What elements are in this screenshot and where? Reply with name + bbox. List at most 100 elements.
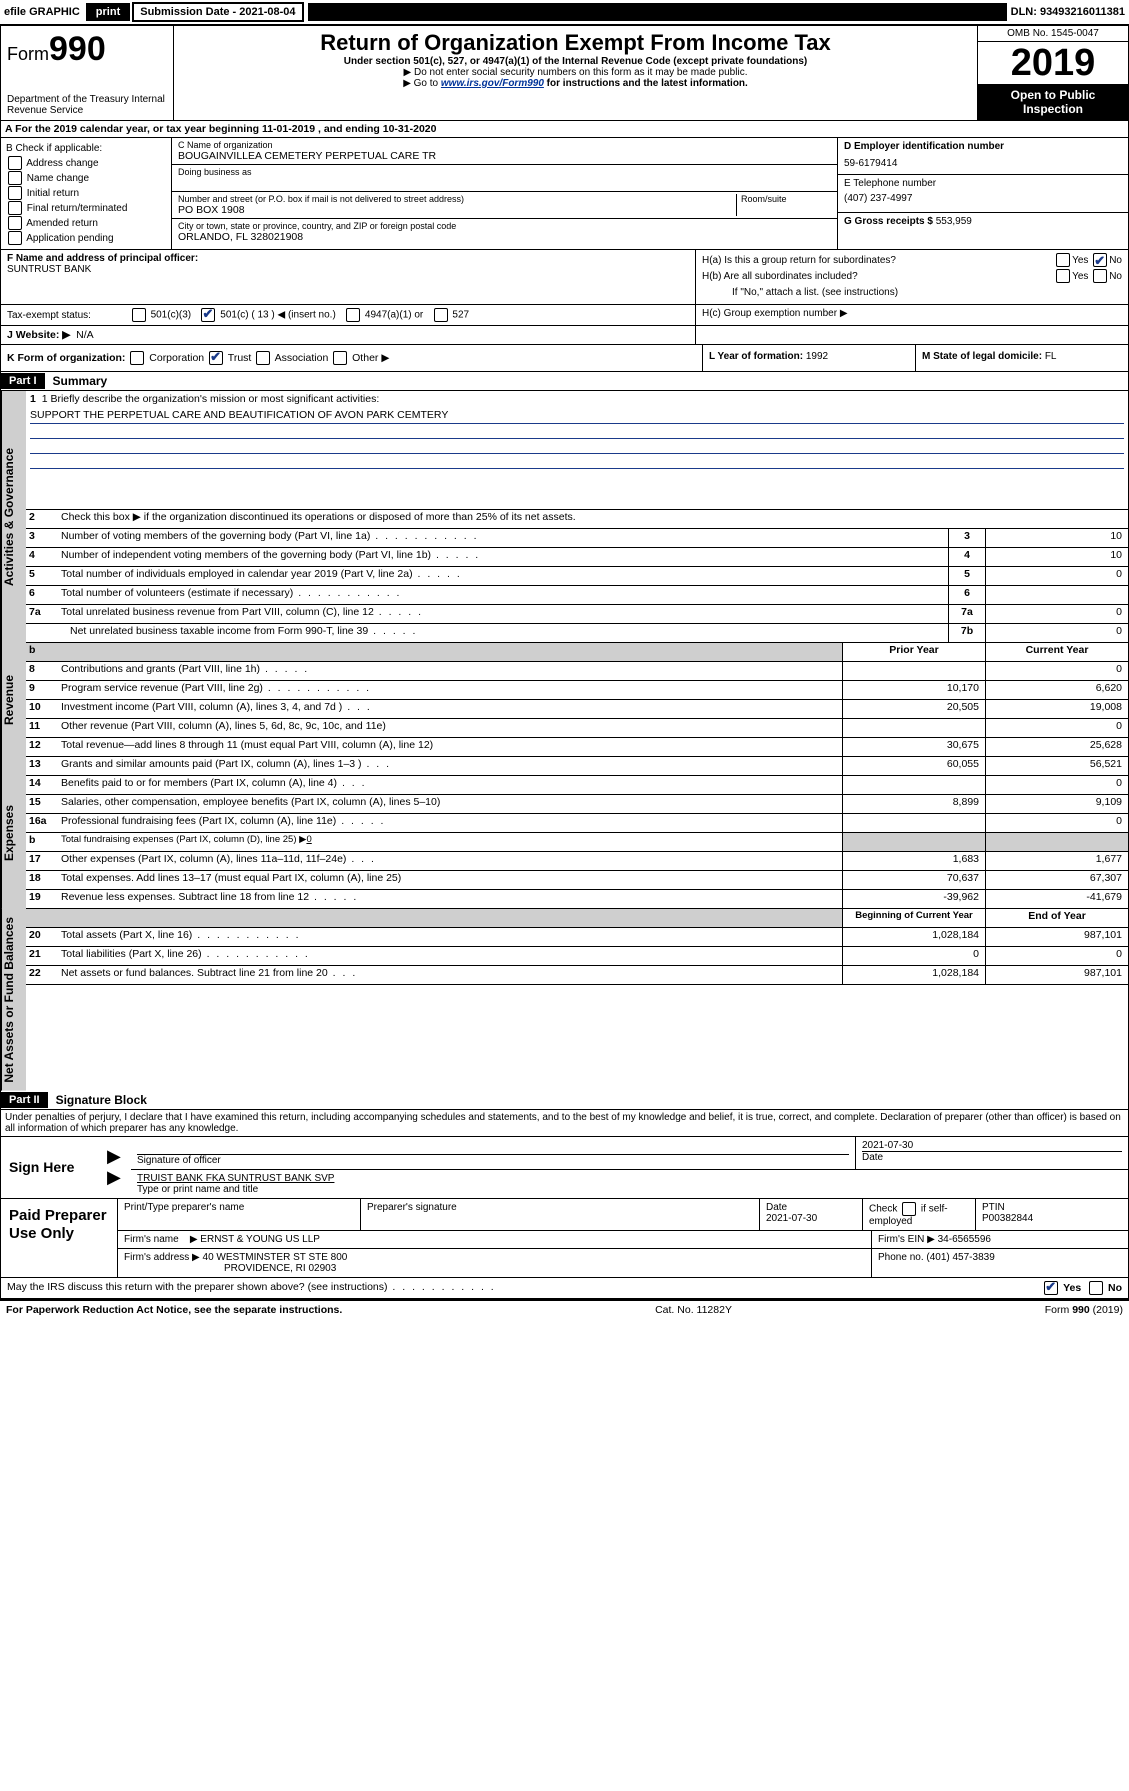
- revenue-section: Revenue b Prior Year Current Year 8Contr…: [0, 643, 1129, 757]
- cb-self-employed[interactable]: [902, 1202, 916, 1216]
- part-1-header: Part I Summary: [0, 372, 1129, 391]
- sign-arrow-icon: ▶▶: [107, 1137, 131, 1198]
- line-14-curr: 0: [985, 776, 1128, 794]
- line-4-val: 10: [985, 548, 1128, 566]
- sign-here-label: Sign Here: [1, 1137, 107, 1198]
- cb-4947[interactable]: [346, 308, 360, 322]
- line-12-curr: 25,628: [985, 738, 1128, 756]
- cb-hb-no[interactable]: [1093, 269, 1107, 283]
- line-21-curr: 0: [985, 947, 1128, 965]
- top-bar: efile GRAPHIC print Submission Date - 20…: [0, 0, 1129, 25]
- tab-expenses: Expenses: [1, 757, 26, 909]
- line-11-prior: [842, 719, 985, 737]
- cb-assoc[interactable]: [256, 351, 270, 365]
- line-17-desc: Other expenses (Part IX, column (A), lin…: [58, 852, 842, 870]
- paid-preparer-label: Paid Preparer Use Only: [1, 1199, 118, 1277]
- print-name-header: Print/Type preparer's name: [118, 1199, 361, 1230]
- ptin-cell: PTINP00382844: [976, 1199, 1128, 1230]
- line-13-curr: 56,521: [985, 757, 1128, 775]
- line-11-desc: Other revenue (Part VIII, column (A), li…: [58, 719, 842, 737]
- line-14-prior: [842, 776, 985, 794]
- ein-label: D Employer identification number: [844, 141, 1122, 152]
- tab-net-assets: Net Assets or Fund Balances: [1, 909, 26, 1091]
- hb-row: H(b) Are all subordinates included? Yes …: [702, 269, 1122, 285]
- dba-label: Doing business as: [178, 167, 831, 177]
- cb-501c[interactable]: [201, 308, 215, 322]
- cb-ha-no[interactable]: [1093, 253, 1107, 267]
- cb-address-change[interactable]: [8, 156, 22, 170]
- tax-year: 2019: [978, 42, 1128, 84]
- line-5-desc: Total number of individuals employed in …: [58, 567, 948, 585]
- form-note-1: ▶ Do not enter social security numbers o…: [180, 67, 971, 78]
- print-button[interactable]: print: [86, 3, 130, 21]
- col-c-org-info: C Name of organization BOUGAINVILLEA CEM…: [172, 138, 838, 249]
- cb-501c3[interactable]: [132, 308, 146, 322]
- col-d-e-g: D Employer identification number 59-6179…: [838, 138, 1128, 249]
- ha-row: H(a) Is this a group return for subordin…: [702, 253, 1122, 269]
- cat-no: Cat. No. 11282Y: [655, 1304, 732, 1316]
- line-7b-val: 0: [985, 624, 1128, 642]
- principal-officer-label: F Name and address of principal officer:: [7, 253, 689, 264]
- cb-discuss-no[interactable]: [1089, 1281, 1103, 1295]
- line-19-prior: -39,962: [842, 890, 985, 908]
- current-year-header: Current Year: [985, 643, 1128, 661]
- type-name-label: Type or print name and title: [137, 1184, 1122, 1195]
- cb-corp[interactable]: [130, 351, 144, 365]
- line-20-prior: 1,028,184: [842, 928, 985, 946]
- line-22-curr: 987,101: [985, 966, 1128, 984]
- form-note-2: ▶ Go to www.irs.gov/Form990 for instruct…: [180, 78, 971, 89]
- block-b-through-g: B Check if applicable: Address change Na…: [0, 138, 1129, 250]
- paid-preparer-block: Paid Preparer Use Only Print/Type prepar…: [0, 1199, 1129, 1278]
- firm-ein-cell: Firm's EIN ▶ 34-6565596: [872, 1231, 1128, 1248]
- cb-final-return[interactable]: [8, 201, 22, 215]
- form-number: Form990: [7, 30, 167, 69]
- line-6-desc: Total number of volunteers (estimate if …: [58, 586, 948, 604]
- line-17-curr: 1,677: [985, 852, 1128, 870]
- col-b-checkboxes: B Check if applicable: Address change Na…: [1, 138, 172, 249]
- row-a-tax-year: A For the 2019 calendar year, or tax yea…: [0, 121, 1129, 138]
- address-value: PO BOX 1908: [178, 204, 732, 216]
- line-7b-desc: Net unrelated business taxable income fr…: [58, 624, 948, 642]
- row-j-website: J Website: ▶ N/A: [0, 326, 1129, 345]
- firm-phone-cell: Phone no. (401) 457-3839: [872, 1249, 1128, 1277]
- cb-hb-yes[interactable]: [1056, 269, 1070, 283]
- gross-receipts-label: G Gross receipts $: [844, 216, 936, 227]
- cb-other[interactable]: [333, 351, 347, 365]
- line-5-val: 0: [985, 567, 1128, 585]
- line-7a-desc: Total unrelated business revenue from Pa…: [58, 605, 948, 623]
- q1-label: 1 1 Briefly describe the organization's …: [30, 393, 1124, 405]
- cb-527[interactable]: [434, 308, 448, 322]
- form-header: Form990 Department of the Treasury Inter…: [0, 25, 1129, 121]
- cb-discuss-yes[interactable]: [1044, 1281, 1058, 1295]
- cb-name-change[interactable]: [8, 171, 22, 185]
- line-10-curr: 19,008: [985, 700, 1128, 718]
- cb-initial-return[interactable]: [8, 186, 22, 200]
- irs-link[interactable]: www.irs.gov/Form990: [441, 78, 544, 89]
- line-18-prior: 70,637: [842, 871, 985, 889]
- line-8-desc: Contributions and grants (Part VIII, lin…: [58, 662, 842, 680]
- tab-revenue: Revenue: [1, 643, 26, 757]
- line-21-prior: 0: [842, 947, 985, 965]
- line-4-desc: Number of independent voting members of …: [58, 548, 948, 566]
- line-16b-prior: [842, 833, 985, 851]
- line-12-desc: Total revenue—add lines 8 through 11 (mu…: [58, 738, 842, 756]
- cb-trust[interactable]: [209, 351, 223, 365]
- cb-application-pending[interactable]: [8, 231, 22, 245]
- line-20-curr: 987,101: [985, 928, 1128, 946]
- line-12-prior: 30,675: [842, 738, 985, 756]
- line-21-desc: Total liabilities (Part X, line 26): [58, 947, 842, 965]
- line-20-desc: Total assets (Part X, line 16): [58, 928, 842, 946]
- tax-exempt-label: Tax-exempt status:: [7, 310, 127, 321]
- cb-amended-return[interactable]: [8, 216, 22, 230]
- self-employed-cell: Check if self-employed: [863, 1199, 976, 1230]
- form-title: Return of Organization Exempt From Incom…: [180, 30, 971, 56]
- gross-receipts-value: 553,959: [936, 216, 972, 227]
- tab-governance: Activities & Governance: [1, 391, 26, 643]
- line-18-desc: Total expenses. Add lines 13–17 (must eq…: [58, 871, 842, 889]
- line-19-desc: Revenue less expenses. Subtract line 18 …: [58, 890, 842, 908]
- part-2-header: Part II Signature Block: [0, 1091, 1129, 1110]
- cb-ha-yes[interactable]: [1056, 253, 1070, 267]
- line-16b-curr: [985, 833, 1128, 851]
- begin-year-header: Beginning of Current Year: [842, 909, 985, 927]
- line-14-desc: Benefits paid to or for members (Part IX…: [58, 776, 842, 794]
